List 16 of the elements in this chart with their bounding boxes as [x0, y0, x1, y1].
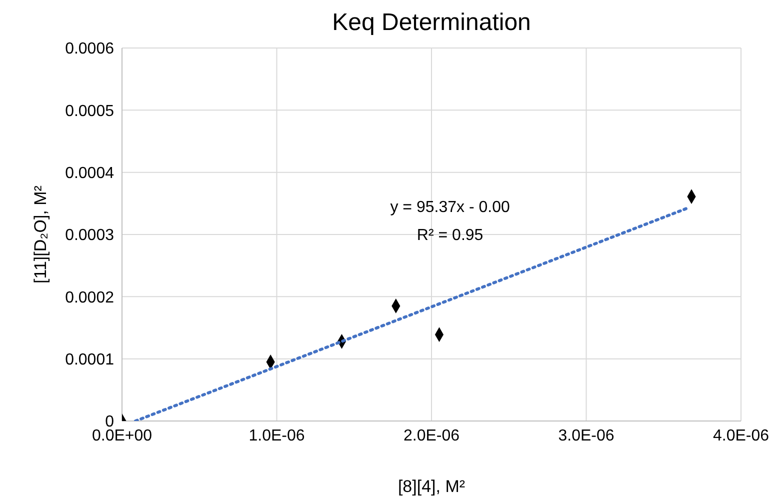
annotation: y = 95.37x - 0.00 [390, 199, 510, 216]
x-tick-label: 2.0E-06 [403, 427, 460, 444]
y-axis-title: [11][D₂O], M² [31, 185, 50, 284]
x-tick-label: 4.0E-06 [712, 427, 770, 444]
y-tick-label: 0.0002 [65, 289, 114, 306]
x-tick-label: 1.0E-06 [248, 427, 305, 444]
y-tick-label: 0.0001 [65, 352, 114, 369]
x-axis-title: [8][4], M² [398, 477, 466, 496]
y-tick-label: 0.0003 [65, 227, 114, 244]
x-tick-label: 3.0E-06 [558, 427, 614, 444]
x-tick-label: 0.0E+00 [92, 427, 152, 444]
y-tick-label: 0.0005 [65, 102, 114, 120]
y-tick-label: 0.0004 [65, 165, 114, 182]
annotation: R² = 0.95 [416, 227, 484, 244]
y-tick-label: 0.0006 [65, 40, 114, 58]
chart-title: Keq Determination [332, 9, 531, 36]
